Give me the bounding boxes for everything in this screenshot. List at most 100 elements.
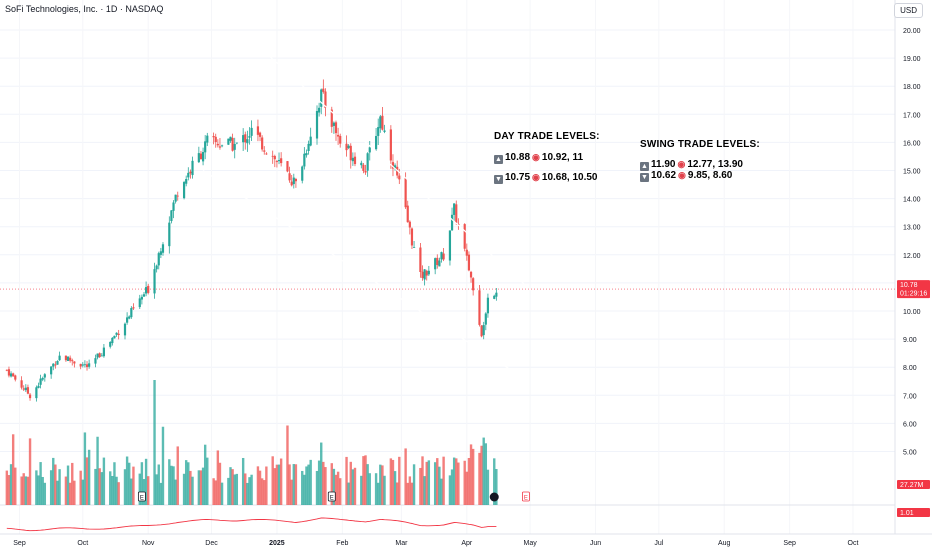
upcoming-earnings-marker [522, 491, 530, 502]
volume-bar [368, 473, 371, 505]
candle-body [58, 355, 61, 361]
candle-body [189, 171, 192, 174]
volume-bar [364, 455, 367, 505]
volume-bar [231, 469, 234, 505]
volume-bar [170, 465, 173, 505]
volume-bar [9, 464, 13, 505]
x-tick-label: Mar [395, 540, 408, 547]
candle-body [140, 296, 143, 300]
candle-body [132, 307, 135, 309]
volume-bar [277, 464, 281, 505]
y-tick-label: 13.00 [903, 225, 921, 232]
volume-bar [366, 464, 369, 505]
candle-body [161, 244, 165, 253]
candle-body [434, 258, 437, 270]
candle-body [235, 142, 238, 144]
volume-bar [182, 473, 186, 505]
volume-bar [109, 471, 112, 505]
candle-body [463, 224, 466, 249]
candle-body [305, 153, 308, 156]
volume-bar [115, 476, 118, 505]
x-tick-label: May [524, 540, 538, 547]
volume-bar [206, 457, 209, 505]
volume-bar [161, 426, 165, 505]
candle-body [265, 153, 268, 155]
volume-bar [484, 443, 488, 505]
swing-short-targets: 9.85, 8.60 [687, 170, 733, 181]
candle-body [383, 130, 386, 132]
candle-body [39, 378, 42, 385]
volume-bar [233, 474, 236, 505]
candle-body [377, 127, 380, 136]
candle-body [199, 153, 203, 160]
candle-body [242, 135, 245, 143]
candle-body [172, 202, 175, 211]
candle-body [220, 145, 224, 147]
candle-body [71, 360, 74, 362]
candle-body [218, 146, 222, 148]
candle-body [81, 364, 84, 366]
volume-bar [419, 467, 422, 505]
volume-bar [123, 469, 127, 505]
target-icon: ◉ [532, 172, 540, 182]
candle-body [216, 143, 219, 146]
volume-bar [471, 448, 475, 505]
volume-bar [486, 469, 490, 505]
candle-body [472, 278, 475, 291]
volume-bar [307, 464, 310, 505]
indicator-series [6, 517, 497, 532]
candle-body [339, 135, 342, 144]
time-axis: Sep Oct Nov Dec 2025 Feb Mar Apr May Jun Jul Aug Sep… [0, 533, 932, 547]
volume-bar [334, 474, 338, 505]
volume-bar [5, 470, 9, 505]
y-tick-label: 17.00 [903, 112, 921, 119]
candle-body [406, 205, 409, 223]
volume-bar [98, 468, 101, 505]
volume-bar [408, 476, 412, 505]
candle-body [294, 178, 298, 182]
candle-body [73, 361, 76, 364]
volume-bar [336, 471, 340, 505]
x-tick-label: Jun [590, 540, 601, 547]
volume-bar [309, 459, 312, 505]
candle-body [412, 247, 416, 248]
candle-body [410, 228, 414, 246]
volume-bar [54, 464, 57, 505]
volume-bar [244, 473, 247, 505]
candle-body [102, 347, 105, 357]
volume-bar [383, 475, 386, 505]
volume-bar [83, 432, 87, 505]
volume-bar [436, 458, 439, 505]
candle-body [391, 162, 395, 169]
candle-body [35, 387, 38, 399]
volume-bar [56, 480, 59, 505]
volume-bar [157, 464, 160, 505]
volume-bar [398, 456, 401, 505]
candle-body [69, 357, 72, 361]
candle-body [227, 138, 230, 145]
target-icon: ◉ [677, 159, 686, 169]
volume-bar [290, 479, 293, 505]
candle-body [362, 164, 365, 171]
volume-bar [199, 470, 203, 505]
volume-bar [102, 457, 106, 505]
indicator-tag [897, 508, 930, 517]
volume-bar [58, 469, 61, 505]
y-tick-label: 5.00 [903, 450, 917, 457]
candle-body [334, 122, 338, 134]
candle-body [438, 260, 441, 267]
candle-body [64, 355, 68, 361]
candle-body [398, 175, 401, 180]
candle-body [204, 141, 207, 153]
volume-bar [26, 476, 30, 505]
upcoming-earnings-label: E [524, 496, 528, 502]
volume-bar [455, 458, 458, 505]
earnings-marker [137, 491, 146, 502]
currency-selector[interactable]: USD [894, 3, 923, 18]
volume-bar [305, 466, 308, 505]
candle-body [155, 265, 158, 270]
volume-bar [132, 466, 135, 505]
candle-body [453, 203, 456, 215]
candle-body [389, 129, 392, 161]
